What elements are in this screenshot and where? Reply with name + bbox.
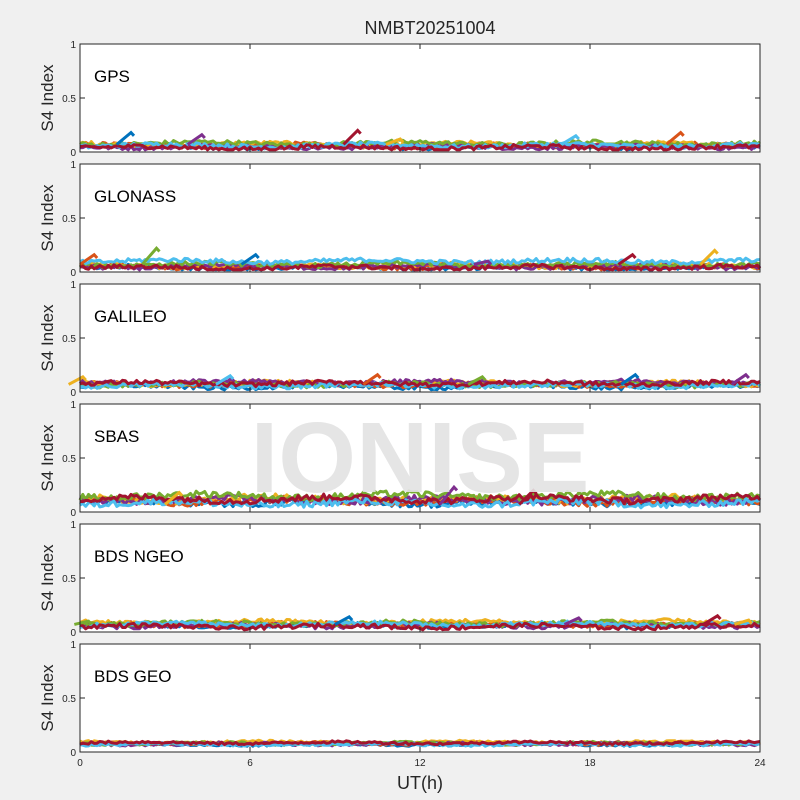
y-tick-label: 1 [70, 280, 76, 291]
panel-label: GPS [94, 67, 130, 86]
x-axis-label: UT(h) [397, 773, 443, 793]
data-spike [665, 130, 685, 146]
data-spike [467, 375, 487, 386]
y-tick-label: 0 [70, 148, 76, 159]
x-tick-label: 12 [414, 758, 426, 769]
data-spike [385, 137, 405, 146]
y-tick-label: 0.5 [62, 94, 76, 105]
panel-label: BDS NGEO [94, 547, 184, 566]
figure-title: NMBT20251004 [364, 18, 495, 38]
y-tick-label: 0 [70, 628, 76, 639]
data-spike [620, 372, 640, 386]
y-tick-label: 0.5 [62, 694, 76, 705]
series-trace [78, 377, 761, 388]
y-tick-label: 1 [70, 400, 76, 411]
data-spike [617, 252, 637, 266]
data-spike [730, 372, 750, 386]
y-tick-label: 1 [70, 520, 76, 531]
y-tick-label: 0.5 [62, 214, 76, 225]
axes-background [80, 164, 760, 272]
data-traces [79, 738, 761, 748]
data-spike [115, 130, 136, 146]
series-trace [79, 619, 761, 630]
data-spike [73, 619, 93, 626]
y-tick-label: 0.5 [62, 454, 76, 465]
x-tick-label: 6 [247, 758, 253, 769]
y-axis-label: S4 Index [38, 304, 57, 372]
data-spike [734, 618, 753, 626]
data-spike [560, 133, 580, 146]
watermark: IONISE [251, 402, 590, 514]
panel-bds-ngeo: 0 0.5 1 BDS NGEO S4 Index [38, 520, 761, 639]
data-spike [699, 248, 719, 266]
data-spike [362, 372, 382, 386]
data-spike [342, 128, 362, 146]
data-spike [240, 252, 260, 266]
panel-label: GLONASS [94, 187, 176, 206]
x-tick-label: 24 [754, 758, 766, 769]
data-traces [78, 245, 762, 272]
panel-sbas: 0 0.5 1 SBAS S4 Index [38, 400, 762, 519]
y-tick-label: 1 [70, 160, 76, 171]
panel-gps: 0 0.5 1 GPS S4 Index [38, 40, 761, 159]
x-tick-label: 18 [584, 758, 596, 769]
y-axis-label: S4 Index [38, 544, 57, 612]
y-axis-label: S4 Index [38, 64, 57, 132]
data-traces [78, 484, 762, 510]
data-spike [702, 613, 722, 626]
axes-background [80, 44, 760, 152]
data-traces [67, 372, 762, 392]
panel-label: SBAS [94, 427, 139, 446]
data-spike [79, 252, 99, 266]
series-trace [79, 256, 761, 267]
series-trace [79, 138, 761, 149]
series-trace [78, 489, 761, 503]
y-tick-label: 0 [70, 268, 76, 279]
y-tick-label: 0 [70, 508, 76, 519]
x-tick-label: 0 [77, 758, 83, 769]
axes-background [80, 644, 760, 752]
y-axis-label: S4 Index [38, 664, 57, 732]
y-tick-label: 1 [70, 640, 76, 651]
series-trace [79, 739, 761, 747]
panels: 0 0.5 1 GPS S4 Index 0 0.5 1 GLONASS S4 Index 0 0.5… [38, 40, 766, 769]
axes-background [80, 284, 760, 392]
data-spike [438, 484, 459, 506]
data-spike [563, 616, 583, 626]
data-spike [215, 373, 235, 386]
panel-glonass: 0 0.5 1 GLONASS S4 Index [38, 160, 762, 279]
panel-label: GALILEO [94, 307, 167, 326]
data-spike [141, 245, 161, 266]
panel-bds-geo: 0 0.5 1 0 6 12 18 24 BDS GEO S4 Index [38, 640, 766, 769]
y-axis-label: S4 Index [38, 424, 57, 492]
series-trace [79, 492, 762, 506]
data-spike [334, 615, 354, 626]
data-spike [164, 490, 184, 506]
axes-background [80, 524, 760, 632]
series-trace [79, 378, 761, 389]
y-tick-label: 0 [70, 748, 76, 759]
panel-galileo: 0 0.5 1 GALILEO S4 Index [38, 280, 762, 399]
y-tick-label: 0.5 [62, 574, 76, 585]
y-tick-label: 1 [70, 40, 76, 51]
panel-label: BDS GEO [94, 667, 171, 686]
y-axis-label: S4 Index [38, 184, 57, 252]
data-spike [473, 259, 493, 266]
y-tick-label: 0.5 [62, 334, 76, 345]
data-spike [518, 488, 538, 506]
y-tick-label: 0 [70, 388, 76, 399]
data-spike [67, 375, 87, 386]
data-spike [186, 132, 206, 146]
